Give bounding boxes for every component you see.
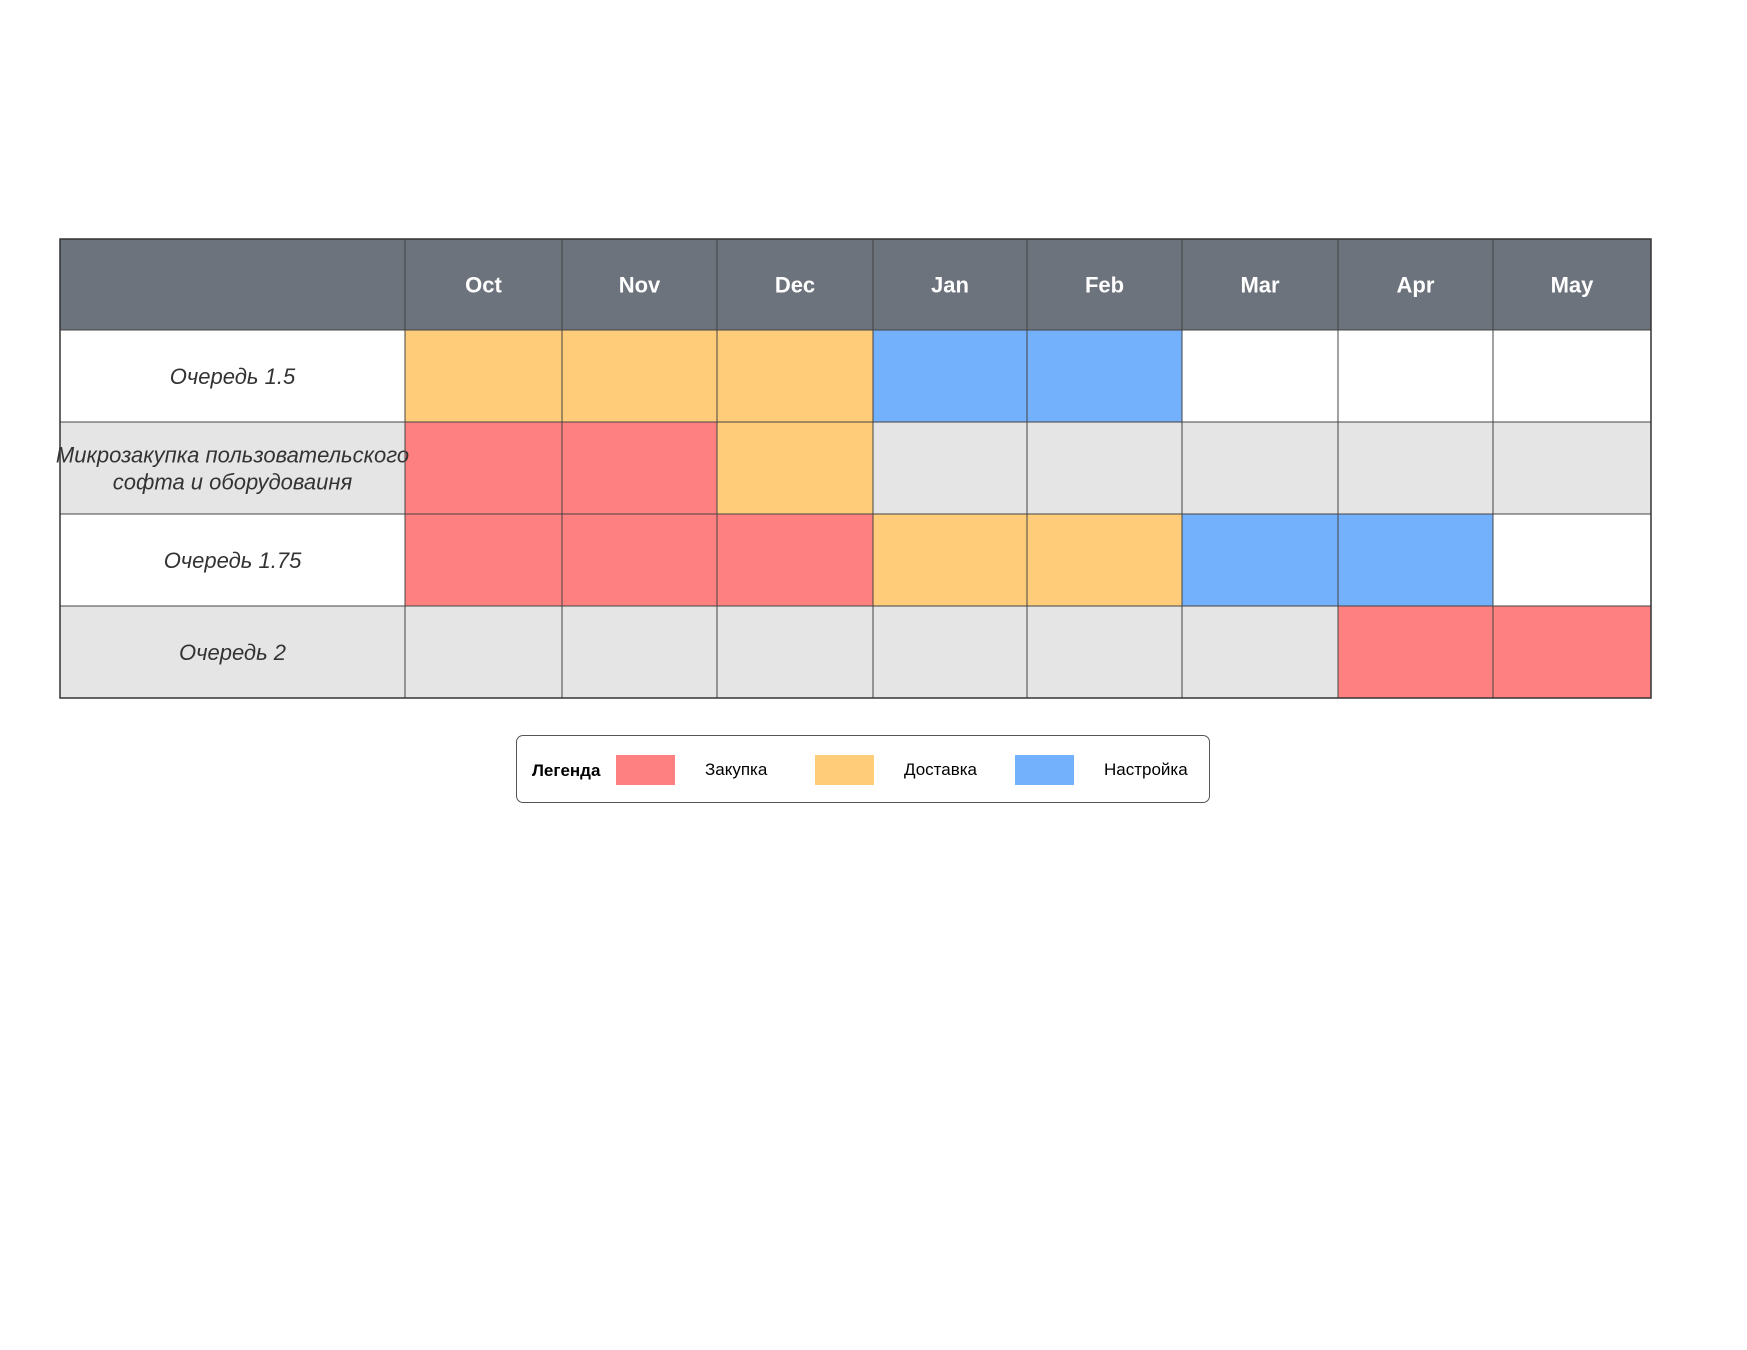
- month-label-jan: Jan: [931, 273, 969, 298]
- cell-row4-apr-purchase: [1338, 606, 1493, 698]
- cell-row1-apr-empty: [1338, 330, 1493, 422]
- cell-row1-mar-empty: [1182, 330, 1338, 422]
- month-label-oct: Oct: [465, 273, 502, 298]
- gantt-chart: Oct Nov Dec Jan Feb Mar Apr May Очередь 1.5 Микро…: [56, 238, 1652, 699]
- cell-row2-nov-purchase: [562, 422, 717, 514]
- cell-row3-apr-setup: [1338, 514, 1493, 606]
- cell-row3-feb-delivery: [1027, 514, 1182, 606]
- cell-row1-feb-setup: [1027, 330, 1182, 422]
- row-label-2: Микрозакупка пользовательского софта и об…: [56, 443, 409, 495]
- cell-row3-jan-delivery: [873, 514, 1027, 606]
- cell-row2-mar-empty: [1182, 422, 1338, 514]
- cell-row1-dec-delivery: [717, 330, 873, 422]
- legend-swatch-purchase: [616, 755, 675, 785]
- cell-row4-may-purchase: [1493, 606, 1651, 698]
- cell-row3-dec-purchase: [717, 514, 873, 606]
- legend-swatch-setup: [1015, 755, 1074, 785]
- legend-swatch-delivery: [815, 755, 874, 785]
- cell-row3-may-empty: [1493, 514, 1651, 606]
- legend: Легенда Закупка Доставка Настройка: [516, 735, 1210, 803]
- month-label-dec: Dec: [775, 273, 815, 298]
- cell-row4-nov-empty: [562, 606, 717, 698]
- table-border: [59, 238, 1652, 699]
- cell-row2-may-empty: [1493, 422, 1651, 514]
- cell-row1-jan-setup: [873, 330, 1027, 422]
- month-label-may: May: [1551, 273, 1595, 298]
- cell-row2-dec-delivery: [717, 422, 873, 514]
- row-label-3: Очередь 1.75: [164, 548, 302, 573]
- month-label-nov: Nov: [619, 273, 661, 298]
- legend-title: Легенда: [532, 761, 601, 780]
- cell-row1-oct-delivery: [405, 330, 562, 422]
- month-label-feb: Feb: [1085, 273, 1124, 298]
- cell-row1-nov-delivery: [562, 330, 717, 422]
- legend-label-purchase: Закупка: [705, 760, 768, 779]
- cell-row4-feb-empty: [1027, 606, 1182, 698]
- cell-row3-mar-setup: [1182, 514, 1338, 606]
- cell-row4-dec-empty: [717, 606, 873, 698]
- month-label-apr: Apr: [1397, 273, 1435, 298]
- month-label-mar: Mar: [1240, 273, 1280, 298]
- cell-row4-jan-empty: [873, 606, 1027, 698]
- header-bg: [60, 239, 1651, 330]
- legend-label-setup: Настройка: [1104, 760, 1188, 779]
- cell-row3-nov-purchase: [562, 514, 717, 606]
- legend-label-delivery: Доставка: [904, 760, 978, 779]
- cell-row2-jan-empty: [873, 422, 1027, 514]
- cell-row4-mar-empty: [1182, 606, 1338, 698]
- cell-row2-feb-empty: [1027, 422, 1182, 514]
- row-label-4: Очередь 2: [179, 640, 286, 665]
- cell-row2-oct-purchase: [405, 422, 562, 514]
- cell-row2-apr-empty: [1338, 422, 1493, 514]
- cell-row3-oct-purchase: [405, 514, 562, 606]
- row-label-1: Очередь 1.5: [170, 364, 296, 389]
- cell-row1-may-empty: [1493, 330, 1651, 422]
- cell-row4-oct-empty: [405, 606, 562, 698]
